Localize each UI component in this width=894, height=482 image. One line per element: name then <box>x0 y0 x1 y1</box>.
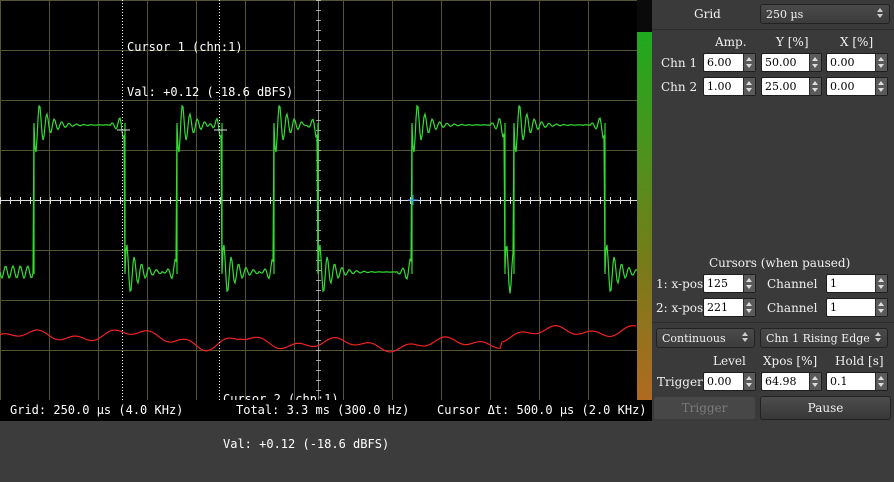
oscilloscope-display[interactable]: Cursor 1 (chn:1) Val: +0.12 (-18.6 dBFS)… <box>0 0 652 451</box>
trigger-xpos-input[interactable] <box>762 373 811 390</box>
trigger-hold-spinbox[interactable] <box>826 372 888 391</box>
spin-arrows-icon[interactable] <box>809 54 821 71</box>
trigger-xpos-header: Xpos [%] <box>763 354 818 368</box>
trigger-hold-input[interactable] <box>827 373 877 390</box>
grid-label: Grid <box>694 7 721 21</box>
spin-arrows-icon[interactable] <box>743 299 755 316</box>
channel-1-label: Chn 1 <box>661 56 698 70</box>
channel-1-y-spinbox[interactable] <box>761 53 822 72</box>
channel-1-x-spinbox[interactable] <box>826 53 888 72</box>
channel-2-amp-input[interactable] <box>704 78 745 95</box>
cursor-1-xpos-spinbox[interactable] <box>703 274 756 293</box>
cursor-1-title: Cursor 1 (chn:1) <box>127 40 243 54</box>
channel-2-label: Chn 2 <box>661 80 698 94</box>
cursor-1-xpos-input[interactable] <box>704 275 745 292</box>
spin-arrows-icon[interactable] <box>875 54 887 71</box>
control-panel: Grid 250 µs Amp. Y [%] X [%] Chn 1 Chn 2… <box>652 0 894 421</box>
cursor-1-xpos-label: 1: x-pos <box>656 277 704 291</box>
channel-2-y-input[interactable] <box>762 78 811 95</box>
cursor-delta-status: Cursor Δt: 500.0 µs (2.0 KHz) <box>437 403 647 417</box>
trigger-level-header: Level <box>713 354 746 368</box>
channel-1-amp-spinbox[interactable] <box>703 53 756 72</box>
channel-2-y-spinbox[interactable] <box>761 77 822 96</box>
spin-arrows-icon[interactable] <box>809 78 821 95</box>
trigger-level-input[interactable] <box>704 373 745 390</box>
channel-2-amp-spinbox[interactable] <box>703 77 756 96</box>
status-bar: Grid: 250.0 µs (4.0 KHz) Total: 3.3 ms (… <box>0 400 652 421</box>
trigger-source-select[interactable]: Chn 1 Rising Edge <box>760 328 888 348</box>
grid-select-value: 250 µs <box>766 8 804 21</box>
channel-1-amp-input[interactable] <box>704 54 745 71</box>
cursor-1-value: Val: +0.12 (-18.6 dBFS) <box>127 85 294 99</box>
grid-select[interactable]: 250 µs <box>760 4 890 24</box>
channel-2-x-input[interactable] <box>827 78 877 95</box>
chevron-updown-icon <box>877 7 884 19</box>
cursor-2-xpos-spinbox[interactable] <box>703 298 756 317</box>
cursor-2-readout: Cursor 2 (chn:1) Val: +0.12 (-18.6 dBFS) <box>223 362 389 482</box>
cursor-1-channel-spinbox[interactable] <box>826 274 888 293</box>
waveform-canvas <box>0 0 652 400</box>
trigger-source-value: Chn 1 Rising Edge <box>766 332 870 345</box>
trigger-button[interactable]: Trigger <box>653 396 756 420</box>
amp-column-header: Amp. <box>715 35 747 49</box>
spin-arrows-icon[interactable] <box>809 373 821 390</box>
divider <box>652 322 894 323</box>
spin-arrows-icon[interactable] <box>743 54 755 71</box>
trigger-mode-value: Continuous <box>662 332 726 345</box>
cursor-2-xpos-input[interactable] <box>704 299 745 316</box>
cursor-2-value: Val: +0.12 (-18.6 dBFS) <box>223 437 390 451</box>
cursor-2-xpos-label: 2: x-pos <box>656 301 704 315</box>
trigger-mode-select[interactable]: Continuous <box>656 328 755 348</box>
channel-2-x-spinbox[interactable] <box>826 77 888 96</box>
cursor-2-channel-spinbox[interactable] <box>826 298 888 317</box>
cursor-1-channel-label: Channel <box>767 277 818 291</box>
total-status: Total: 3.3 ms (300.0 Hz) <box>236 403 410 417</box>
spin-arrows-icon[interactable] <box>875 78 887 95</box>
channel-1-y-input[interactable] <box>762 54 811 71</box>
x-column-header: X [%] <box>840 35 874 49</box>
channel-1-x-input[interactable] <box>827 54 877 71</box>
spin-arrows-icon[interactable] <box>743 275 755 292</box>
trigger-level-spinbox[interactable] <box>703 372 756 391</box>
trigger-row-label: Trigger <box>657 375 703 389</box>
channel-2-waveform <box>0 324 637 353</box>
chevron-updown-icon <box>742 331 749 343</box>
chevron-updown-icon <box>875 331 882 343</box>
cursor-2-channel-input[interactable] <box>827 299 877 316</box>
cursors-title: Cursors (when paused) <box>709 256 851 270</box>
pause-button[interactable]: Pause <box>760 396 891 420</box>
spin-arrows-icon[interactable] <box>743 78 755 95</box>
y-column-header: Y [%] <box>776 35 809 49</box>
spin-arrows-icon[interactable] <box>743 373 755 390</box>
spin-arrows-icon[interactable] <box>875 373 887 390</box>
cursor-1-readout: Cursor 1 (chn:1) Val: +0.12 (-18.6 dBFS) <box>127 10 293 130</box>
level-meter-fill <box>637 32 652 400</box>
trigger-xpos-spinbox[interactable] <box>761 372 822 391</box>
trigger-hold-header: Hold [s] <box>835 354 884 368</box>
spin-arrows-icon[interactable] <box>875 299 887 316</box>
cursor-2-channel-label: Channel <box>767 301 818 315</box>
grid-status: Grid: 250.0 µs (4.0 KHz) <box>10 403 184 417</box>
spin-arrows-icon[interactable] <box>875 275 887 292</box>
cursor-1-channel-input[interactable] <box>827 275 877 292</box>
divider <box>652 29 894 30</box>
